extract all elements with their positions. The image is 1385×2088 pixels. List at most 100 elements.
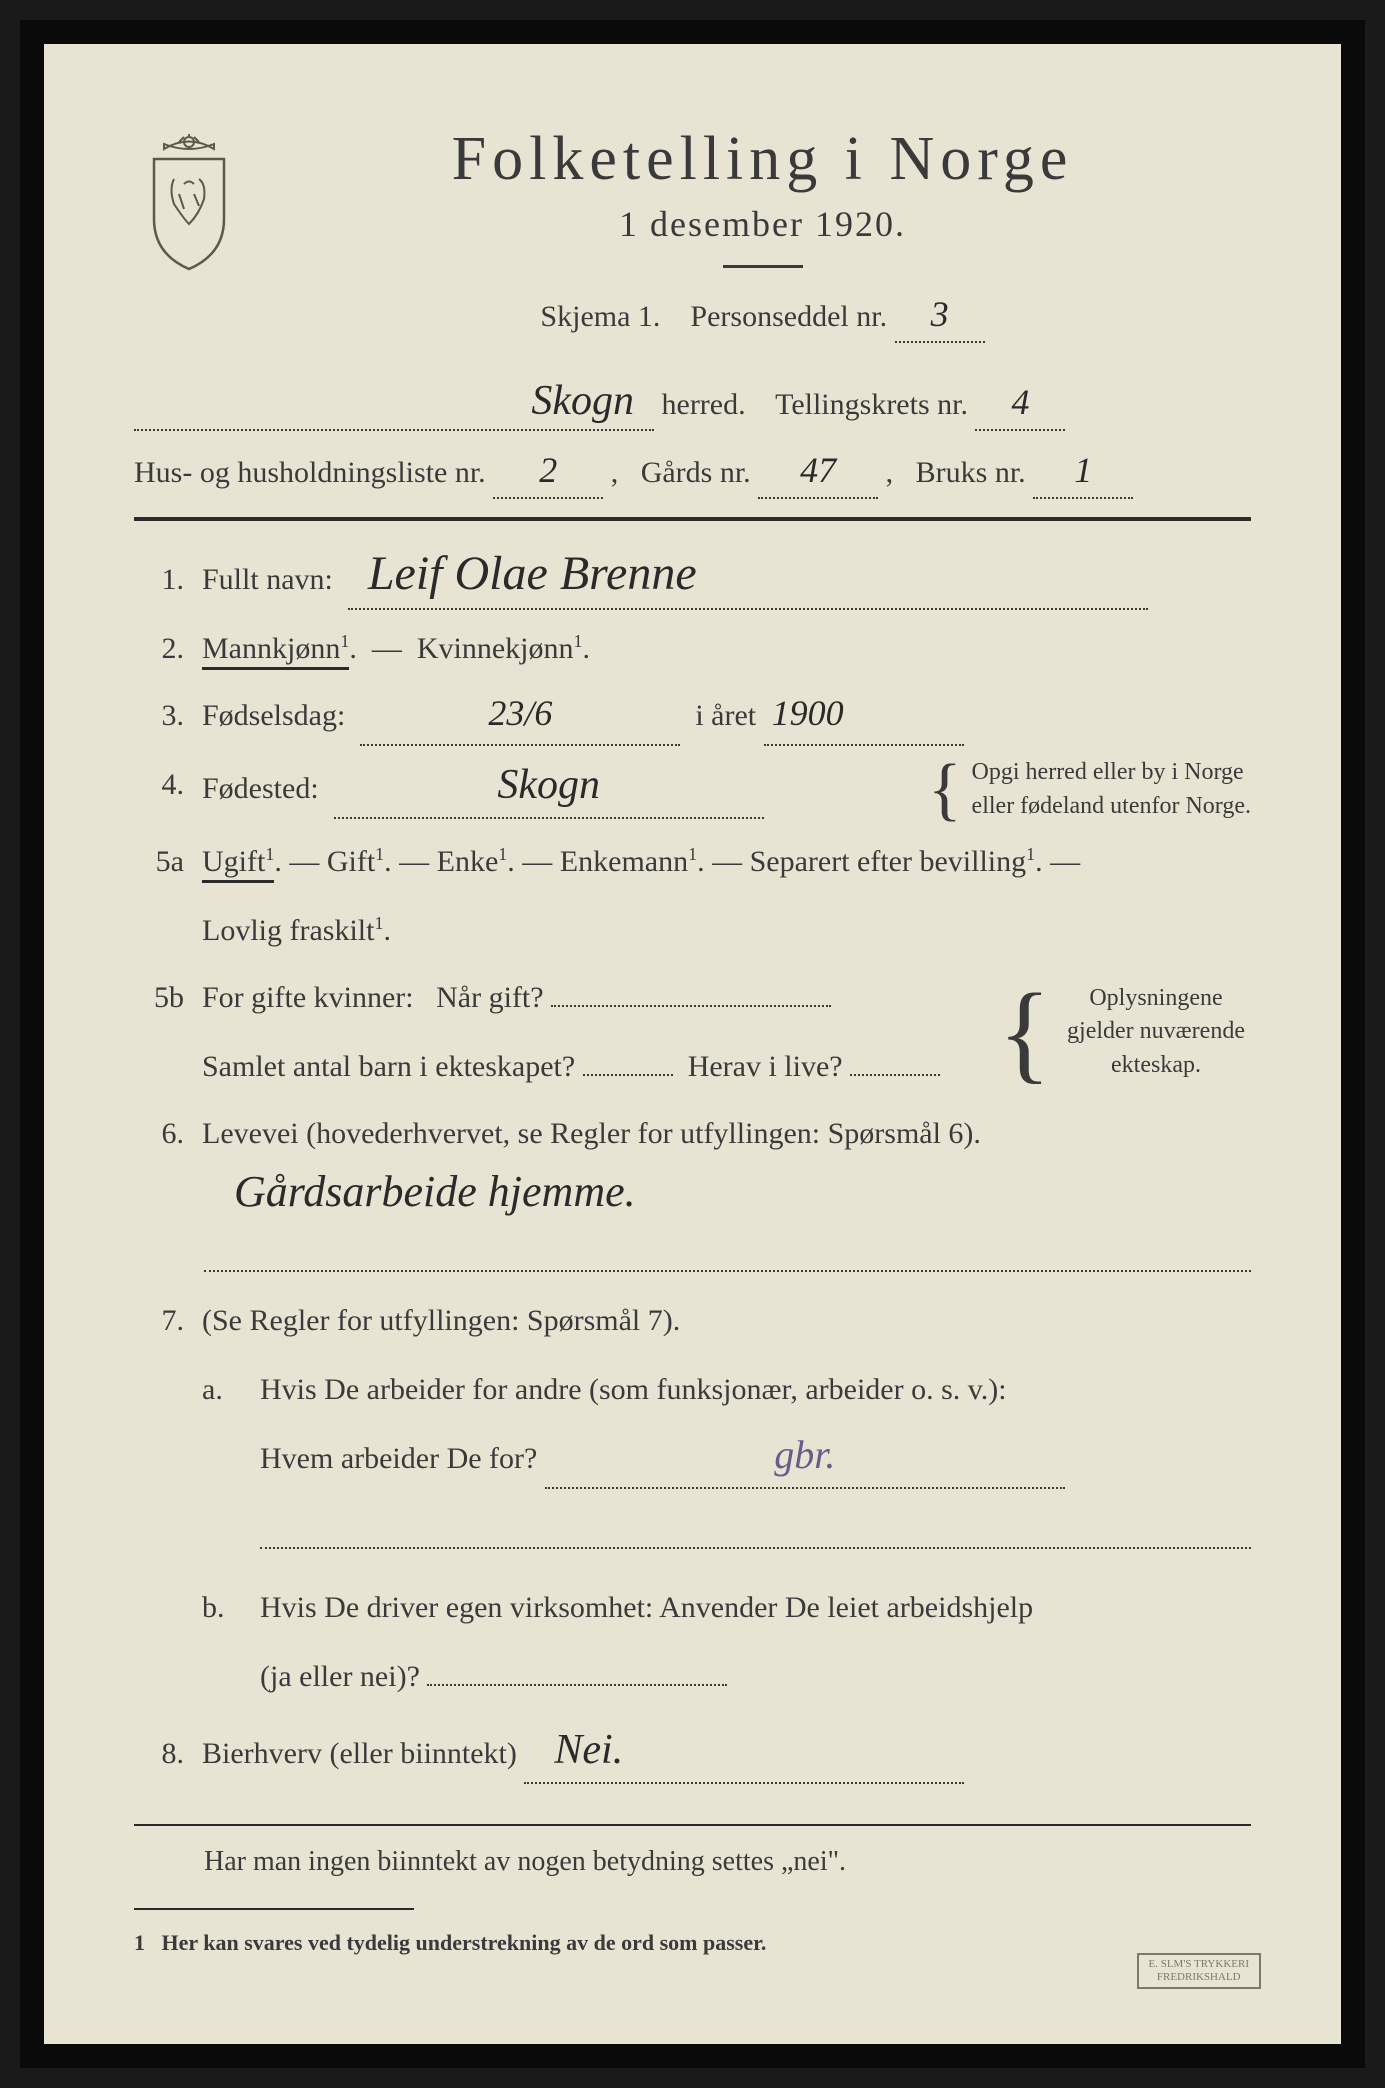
question-8: 8. Bierhverv (eller biinntekt) Nei. xyxy=(134,1725,1251,1784)
printer-stamp: E. SLM'S TRYKKERI FREDRIKSHALD xyxy=(1137,1953,1262,1989)
bruks-label: Bruks nr. xyxy=(916,456,1026,489)
q5a-ugift: Ugift1 xyxy=(202,845,274,883)
gards-value: 47 xyxy=(800,454,836,486)
tellingskrets-value: 4 xyxy=(1011,386,1029,418)
q7a-label2: Hvem arbeider De for? xyxy=(260,1442,537,1475)
q7b-label2: (ja eller nei)? xyxy=(260,1660,420,1693)
q4-body: Fødested: Skogn { Opgi herred eller by i… xyxy=(202,756,1251,823)
q7a-label1: Hvis De arbeider for andre (som funksjon… xyxy=(260,1361,1251,1418)
gards-field: 47 xyxy=(758,449,878,499)
q8-num: 8. xyxy=(134,1725,184,1784)
q4-note: Opgi herred eller by i Norge eller fødel… xyxy=(972,756,1251,823)
question-6: 6. Levevei (hovederhvervet, se Regler fo… xyxy=(134,1105,1251,1162)
schema-line: Skjema 1. Personseddel nr. 3 xyxy=(274,293,1251,343)
q5b-barn-field xyxy=(583,1074,673,1076)
husliste-value: 2 xyxy=(539,454,557,486)
question-4: 4. Fødested: Skogn { Opgi herred eller b… xyxy=(134,756,1251,823)
q4-num: 4. xyxy=(134,756,184,823)
q6-num: 6. xyxy=(134,1105,184,1162)
q3-day-value: 23/6 xyxy=(488,697,552,729)
tellingskrets-field: 4 xyxy=(975,381,1065,431)
footnote: 1 Her kan svares ved tydelig understrekn… xyxy=(134,1930,1251,1956)
q5b-herav-field xyxy=(850,1074,940,1076)
q7a-field: gbr. xyxy=(545,1430,1065,1489)
q5a-separert: Separert efter bevilling1 xyxy=(750,845,1036,878)
q5b-herav-label: Herav i live? xyxy=(688,1050,843,1083)
q6-answer-line: Gårdsarbeide hjemme. xyxy=(234,1172,1251,1212)
footnote-text: Her kan svares ved tydelig understreknin… xyxy=(162,1930,767,1955)
title-divider xyxy=(723,265,803,268)
subtitle: 1 desember 1920. xyxy=(274,203,1251,245)
q3-label: Fødselsdag: xyxy=(202,699,345,732)
q5b-nar-gift: Når gift? xyxy=(436,981,543,1014)
brace-icon: { xyxy=(928,769,962,811)
main-title: Folketelling i Norge xyxy=(274,124,1251,195)
q7a-body: Hvis De arbeider for andre (som funksjon… xyxy=(260,1361,1251,1569)
stamp-line2: FREDRIKSHALD xyxy=(1149,1971,1250,1984)
q5a-body: Ugift1. — Gift1. — Enke1. — Enkemann1. —… xyxy=(202,833,1251,959)
q3-body: Fødselsdag: 23/6 i året 1900 xyxy=(202,687,1251,746)
question-5a: 5a Ugift1. — Gift1. — Enke1. — Enkemann1… xyxy=(134,833,1251,959)
q6-label: Levevei (hovederhvervet, se Regler for u… xyxy=(202,1117,981,1150)
husliste-label: Hus- og husholdningsliste nr. xyxy=(134,456,486,489)
q6-body: Levevei (hovederhvervet, se Regler for u… xyxy=(202,1105,1251,1162)
q2-body: Mannkjønn1. — Kvinnekjønn1. xyxy=(202,620,1251,677)
personseddel-field: 3 xyxy=(895,293,985,343)
q4-field: Skogn xyxy=(334,760,764,819)
q7a-blank-line xyxy=(260,1509,1251,1549)
q7-label: (Se Regler for utfyllingen: Spørsmål 7). xyxy=(202,1304,680,1337)
q8-value: Nei. xyxy=(554,1732,623,1770)
question-5b: 5b For gifte kvinner: Når gift? Samlet a… xyxy=(134,969,1251,1095)
footnote-rule xyxy=(134,1908,414,1910)
q2-num: 2. xyxy=(134,620,184,677)
q5b-barn-label: Samlet antal barn i ekteskapet? xyxy=(202,1050,575,1083)
q3-year-value: 1900 xyxy=(772,697,844,729)
bruks-value: 1 xyxy=(1074,454,1092,486)
coat-of-arms xyxy=(134,134,244,274)
husliste-line: Hus- og husholdningsliste nr. 2 , Gårds … xyxy=(134,449,1251,499)
q3-day-field: 23/6 xyxy=(360,687,680,746)
bruks-field: 1 xyxy=(1033,449,1133,499)
q1-body: Fullt navn: Leif Olae Brenne xyxy=(202,551,1251,610)
q1-label: Fullt navn: xyxy=(202,563,333,596)
census-form-page: Folketelling i Norge 1 desember 1920. Sk… xyxy=(20,20,1365,2068)
personseddel-value: 3 xyxy=(931,298,949,330)
question-7: 7. (Se Regler for utfyllingen: Spørsmål … xyxy=(134,1292,1251,1715)
q2-mann: Mannkjønn1 xyxy=(202,632,349,670)
q5b-note-3: ekteskap. xyxy=(1061,1049,1251,1083)
title-block: Folketelling i Norge 1 desember 1920. Sk… xyxy=(274,124,1251,361)
husliste-field: 2 xyxy=(493,449,603,499)
question-2: 2. Mannkjønn1. — Kvinnekjønn1. xyxy=(134,620,1251,677)
q5a-fraskilt: Lovlig fraskilt1 xyxy=(202,914,383,947)
herred-line: Skogn herred. Tellingskrets nr. 4 xyxy=(134,381,1251,431)
header: Folketelling i Norge 1 desember 1920. Sk… xyxy=(134,124,1251,361)
q5b-nar-field xyxy=(551,1005,831,1007)
section-rule xyxy=(134,517,1251,521)
q4-value: Skogn xyxy=(497,767,600,805)
question-1: 1. Fullt navn: Leif Olae Brenne xyxy=(134,551,1251,610)
q7b-num: b. xyxy=(202,1579,242,1705)
q1-field: Leif Olae Brenne xyxy=(348,551,1148,610)
gards-label: Gårds nr. xyxy=(641,456,751,489)
q8-body: Bierhverv (eller biinntekt) Nei. xyxy=(202,1725,1251,1784)
q7b-field xyxy=(427,1684,727,1686)
q5b-body: For gifte kvinner: Når gift? Samlet anta… xyxy=(202,969,1251,1095)
q5a-gift: Gift1 xyxy=(327,845,384,878)
q3-num: 3. xyxy=(134,687,184,746)
footnote-marker: 1 xyxy=(134,1930,145,1955)
q5a-num: 5a xyxy=(134,833,184,959)
stamp-line1: E. SLM'S TRYKKERI xyxy=(1149,1958,1250,1971)
q1-num: 1. xyxy=(134,551,184,610)
bottom-rule xyxy=(134,1824,1251,1826)
q4-note-1: Opgi herred eller by i Norge xyxy=(972,756,1251,790)
q7b-label1: Hvis De driver egen virksomhet: Anvender… xyxy=(260,1579,1251,1636)
q5b-num: 5b xyxy=(134,969,184,1095)
q5b-note-1: Oplysningene xyxy=(1061,982,1251,1016)
q5b-note: Oplysningene gjelder nuværende ekteskap. xyxy=(1061,982,1251,1083)
q5b-note-2: gjelder nuværende xyxy=(1061,1015,1251,1049)
q4-note-2: eller fødeland utenfor Norge. xyxy=(972,790,1251,824)
herred-field: Skogn xyxy=(134,381,654,431)
q7a-value: gbr. xyxy=(774,1437,835,1473)
bottom-note: Har man ingen biinntekt av nogen betydni… xyxy=(204,1846,1251,1878)
q7-body: (Se Regler for utfyllingen: Spørsmål 7).… xyxy=(202,1292,1251,1715)
